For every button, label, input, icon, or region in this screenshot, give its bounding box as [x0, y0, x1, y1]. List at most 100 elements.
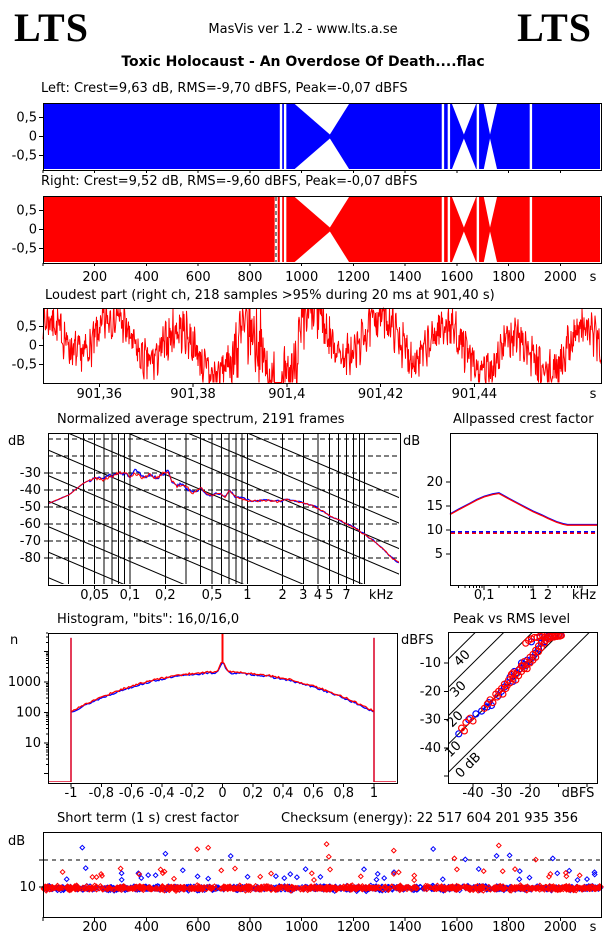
tick-label: -80: [20, 551, 41, 566]
tick-label: -0,4: [149, 786, 174, 801]
tick-label: 1000: [8, 675, 41, 690]
tick-label: 0,6: [303, 786, 324, 801]
plot-loudest-part: 0,5 0 -0,5 901,36 901,38 901,4 901,42 901,44 s: [12, 306, 602, 402]
tick-label: 4: [314, 588, 322, 603]
tick-label: kHz: [572, 588, 596, 603]
tick-label: 1400: [389, 270, 422, 285]
loudest-part-title: Loudest part (right ch, 218 samples >95%…: [45, 288, 495, 303]
tick-label: 0,4: [273, 786, 294, 801]
tick-label: 901,36: [77, 387, 123, 402]
tick-label: 901,38: [170, 387, 216, 402]
tick-label: s: [590, 387, 597, 402]
tick-label: 1400: [389, 920, 422, 935]
tick-label: -0,8: [89, 786, 114, 801]
tick-label: 2000: [544, 920, 577, 935]
left-channel-stats: Left: Crest=9,63 dB, RMS=-9,70 dBFS, Pea…: [41, 81, 408, 96]
tick-label: -50: [20, 500, 41, 515]
tick-label: 0,2: [155, 588, 176, 603]
tick-label: 10: [426, 523, 443, 538]
tick-label: 10: [24, 736, 41, 751]
peak-vs-rms-ylabel-dbfs: dBFS: [401, 633, 434, 648]
spectrum-title: Normalized average spectrum, 2191 frames: [57, 412, 345, 427]
tick-label: 2000: [544, 270, 577, 285]
peak-vs-rms-title: Peak vs RMS level: [453, 612, 571, 627]
histogram-title: Histogram, "bits": 16,0/16,0: [57, 612, 240, 627]
tick-label: 5: [435, 547, 443, 562]
tick-label: -70: [20, 534, 41, 549]
tick-label: 0,5: [16, 320, 37, 335]
tick-label: 100: [16, 706, 41, 721]
tick-label: 1800: [492, 270, 525, 285]
logo-right: LTS: [517, 5, 592, 50]
histogram-ylabel-n: n: [10, 633, 19, 648]
tick-label: 1000: [285, 920, 318, 935]
tick-label: 10: [19, 880, 36, 895]
shortterm-title: Short term (1 s) crest factor: [57, 811, 239, 826]
tick-label: -20: [519, 786, 540, 801]
tick-label: 10: [442, 738, 464, 760]
tick-label: 901,42: [358, 387, 404, 402]
tick-label: 0,5: [202, 588, 223, 603]
tick-label: 0: [218, 786, 226, 801]
tick-label: 5: [325, 588, 333, 603]
plot-waveform-right: 0,5 0 -0,5 200 400 600 800 1000 1200 1400 1600 1800…: [12, 196, 602, 285]
tick-label: 0: [29, 339, 37, 354]
tick-label: -60: [20, 517, 41, 532]
tick-label: 1: [370, 786, 378, 801]
tick-label: 901,4: [268, 387, 305, 402]
tick-label: kHz: [369, 588, 393, 603]
tick-label: 1800: [492, 920, 525, 935]
tick-label: 2: [279, 588, 287, 603]
tick-label: 600: [186, 270, 211, 285]
tick-label: -20: [420, 684, 441, 699]
tick-label: -30: [491, 786, 512, 801]
tick-label: 1: [243, 588, 251, 603]
tick-label: 1600: [440, 920, 473, 935]
tick-label: 1: [529, 588, 537, 603]
right-channel-stats: Right: Crest=9,52 dB, RMS=-9,60 dBFS, Pe…: [41, 174, 418, 189]
tick-label: 1000: [285, 270, 318, 285]
tick-label: 3: [299, 588, 307, 603]
logo-left: LTS: [14, 5, 89, 50]
tick-label: 0,5: [16, 111, 37, 126]
tick-label: 600: [186, 920, 211, 935]
tick-label: -0,5: [12, 358, 37, 373]
tick-label: -1: [65, 786, 78, 801]
plot-shortterm-crest: 10 200 400 600 800 1000 1200 1400 1600 1800 2000 s: [19, 832, 604, 935]
tick-label: 20: [426, 475, 443, 490]
tick-label: -30: [20, 466, 41, 481]
tick-label: dBFS: [562, 786, 595, 801]
tick-label: 200: [82, 270, 107, 285]
tick-label: -0,2: [180, 786, 205, 801]
tick-label: -40: [420, 741, 441, 756]
tick-label: 0,5: [16, 204, 37, 219]
plot-waveform-left: 0,5 0 -0,5: [12, 103, 602, 173]
allpassed-title: Allpassed crest factor: [453, 412, 594, 427]
tick-label: -0,5: [12, 242, 37, 257]
tick-label: -0,5: [12, 149, 37, 164]
tick-label: 0,1: [120, 588, 141, 603]
spectrum-ylabel-db: dB: [8, 434, 26, 449]
tick-label: 1600: [440, 270, 473, 285]
plot-allpassed: 5 10 15 20 0,1 1 2 kHz: [426, 433, 598, 603]
tick-label: s: [590, 920, 597, 935]
tick-label: 0,05: [80, 588, 109, 603]
tick-label: 15: [426, 499, 443, 514]
tick-label: 2: [544, 588, 552, 603]
tick-label: 1200: [337, 270, 370, 285]
tick-label: 800: [238, 270, 263, 285]
tick-label: s: [590, 270, 597, 285]
track-title: Toxic Holocaust - An Overdose Of Death..…: [121, 54, 485, 70]
tick-label: 400: [134, 270, 159, 285]
tick-label: -0,6: [119, 786, 144, 801]
tick-label: 0,2: [242, 786, 263, 801]
tick-label: 0: [29, 130, 37, 145]
allpassed-ylabel-db: dB: [403, 434, 421, 449]
tick-label: -30: [420, 713, 441, 728]
tick-label: -40: [462, 786, 483, 801]
tick-label: -40: [20, 483, 41, 498]
app-version-text: MasVis ver 1.2 - www.lts.a.se: [208, 22, 398, 37]
